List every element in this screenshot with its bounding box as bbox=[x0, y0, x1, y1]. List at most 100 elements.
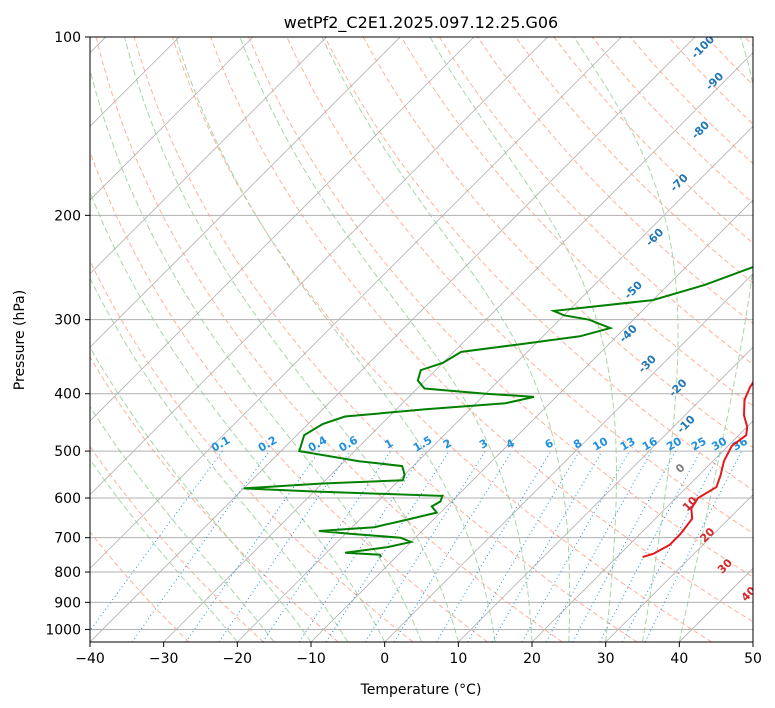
mixing-ratio-line bbox=[298, 450, 425, 642]
isotherm bbox=[531, 420, 753, 642]
mixing-ratio-line bbox=[131, 450, 270, 642]
dry-adiabat bbox=[210, 37, 753, 623]
isotherm bbox=[237, 125, 753, 642]
isotherm bbox=[163, 52, 753, 642]
dry-adiabat bbox=[90, 531, 190, 642]
y-tick-label: 200 bbox=[54, 208, 81, 224]
x-tick-label: −40 bbox=[75, 651, 105, 667]
mixing-ratio-line bbox=[218, 450, 351, 642]
y-axis: 100 200 300 400 500 600 700 800 900 1000 bbox=[45, 30, 90, 638]
dry-adiabat bbox=[90, 150, 488, 642]
moist-adiabat bbox=[573, 37, 679, 642]
dry-adiabat-label: -20 bbox=[666, 376, 689, 399]
isotherm bbox=[90, 37, 475, 422]
x-tick-label: 50 bbox=[744, 651, 762, 667]
y-tick-label: 500 bbox=[54, 444, 81, 460]
mixing-ratio-line bbox=[185, 450, 320, 642]
dry-adiabat bbox=[438, 37, 753, 366]
moist-adiabat bbox=[90, 67, 422, 642]
dry-adiabat bbox=[171, 37, 712, 642]
dry-adiabat-label: -80 bbox=[689, 118, 712, 141]
mixing-ratio-label: 3 bbox=[477, 437, 490, 452]
dry-adiabat bbox=[248, 37, 753, 578]
moist-adiabat bbox=[239, 37, 533, 642]
dry-adiabat-label: -50 bbox=[622, 278, 645, 301]
isotherm bbox=[90, 37, 548, 496]
mixing-ratio-line bbox=[621, 450, 722, 642]
dry-adiabat-label: -90 bbox=[703, 70, 726, 93]
x-tick-label: 40 bbox=[670, 651, 688, 667]
x-tick-label: 20 bbox=[523, 651, 541, 667]
dry-adiabat bbox=[90, 356, 339, 642]
mixing-ratio-line bbox=[90, 450, 223, 632]
mixing-ratio-label: 2 bbox=[441, 437, 454, 452]
y-tick-label: 300 bbox=[54, 313, 81, 329]
y-axis-label: Pressure (hPa) bbox=[12, 290, 28, 390]
dry-adiabat bbox=[706, 37, 753, 86]
dry-adiabat-label: -10 bbox=[674, 412, 697, 435]
dewpoint-line bbox=[243, 265, 753, 558]
isotherm bbox=[310, 199, 753, 642]
x-tick-label: 30 bbox=[597, 651, 615, 667]
x-tick-label: −10 bbox=[296, 651, 326, 667]
dry-adiabat bbox=[668, 37, 753, 125]
mixing-ratio-line bbox=[467, 450, 580, 642]
dry-adiabat bbox=[324, 37, 753, 491]
dry-adiabat bbox=[133, 37, 638, 642]
dry-adiabat bbox=[400, 37, 753, 407]
y-tick-label: 700 bbox=[54, 531, 81, 547]
isotherm bbox=[384, 273, 753, 642]
dry-adiabat-label: 10 bbox=[680, 494, 700, 514]
isotherm bbox=[752, 641, 753, 642]
dry-adiabat bbox=[95, 37, 563, 642]
mixing-ratio-line bbox=[545, 450, 653, 642]
x-tick-label: 10 bbox=[449, 651, 467, 667]
mixing-ratio-line bbox=[262, 450, 392, 642]
dry-adiabat-label: 40 bbox=[739, 584, 759, 604]
moist-adiabat bbox=[90, 277, 349, 642]
moist-adiabat bbox=[321, 37, 571, 642]
isotherm bbox=[605, 494, 753, 642]
dry-adiabat-label: 30 bbox=[715, 556, 735, 576]
x-tick-label: −30 bbox=[149, 651, 179, 667]
moist-adiabat bbox=[90, 346, 312, 642]
isotherm bbox=[90, 37, 401, 348]
moist-adiabat bbox=[678, 37, 753, 642]
mixing-ratio-label: 1 bbox=[382, 437, 395, 452]
moist-adiabat bbox=[124, 37, 459, 642]
plot-clip: 0.1 0.2 0.4 0.6 1 1.5 2 3 4 6 8 10 13 16 20 25 30 36-100-… bbox=[90, 37, 759, 642]
y-tick-label: 600 bbox=[54, 491, 81, 507]
x-tick-label: −20 bbox=[223, 651, 253, 667]
plot-area: 0.1 0.2 0.4 0.6 1 1.5 2 3 4 6 8 10 13 16 20 25 30 36-100-… bbox=[90, 37, 759, 642]
y-tick-label: 400 bbox=[54, 387, 81, 403]
plot-frame bbox=[89, 36, 754, 643]
mixing-ratio-label: 6 bbox=[543, 436, 556, 451]
moist-adiabat bbox=[429, 37, 617, 642]
temperature-line bbox=[642, 380, 753, 559]
mixing-ratio-line bbox=[435, 450, 552, 642]
y-tick-label: 900 bbox=[54, 595, 81, 611]
dry-adiabat bbox=[90, 445, 264, 642]
isotherm bbox=[90, 37, 254, 201]
isotherm bbox=[458, 346, 753, 642]
isotherm bbox=[90, 37, 327, 275]
y-tick-label: 1000 bbox=[45, 622, 81, 638]
chart-title: wetPf2_C2E1.2025.097.12.25.G06 bbox=[284, 13, 558, 33]
x-tick-label: 0 bbox=[380, 651, 389, 667]
dry-adiabat-label: -30 bbox=[636, 352, 659, 375]
moist-adiabat bbox=[90, 458, 238, 642]
dry-adiabat-label: 0 bbox=[673, 461, 688, 476]
x-axis: −40 −30 −20 −10 0 10 20 30 40 50 bbox=[75, 642, 762, 667]
dry-adiabat-label: -60 bbox=[643, 226, 666, 249]
mixing-ratio-label: 4 bbox=[504, 436, 517, 451]
isotherm bbox=[90, 37, 622, 569]
x-axis-label: Temperature (°C) bbox=[360, 682, 482, 698]
y-tick-label: 100 bbox=[54, 30, 81, 46]
dry-adiabat bbox=[744, 37, 753, 47]
mixing-ratio-line bbox=[572, 450, 677, 642]
mixing-ratio-line bbox=[393, 450, 513, 642]
y-tick-label: 800 bbox=[54, 565, 81, 581]
dry-adiabat-label: -40 bbox=[617, 322, 640, 345]
dry-adiabat-label: -70 bbox=[668, 171, 691, 194]
moist-adiabat bbox=[90, 405, 275, 642]
